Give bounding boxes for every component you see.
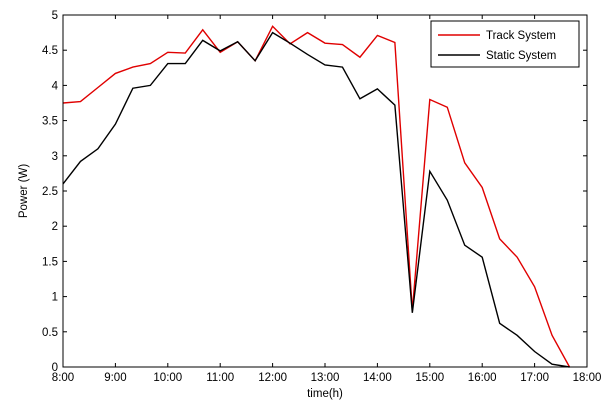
legend-box	[430, 20, 580, 68]
legend-label-static: Static System	[486, 50, 556, 62]
y-tick-label: 3	[52, 151, 58, 163]
y-tick-label: 3.5	[42, 116, 58, 128]
x-tick-label: 11:00	[206, 372, 234, 384]
series-line-static-system	[62, 31, 570, 368]
y-tick-label: 4	[52, 80, 59, 92]
y-tick-label: 1	[52, 292, 58, 304]
x-tick-label: 18:00	[573, 372, 602, 384]
x-tick-label: 9:00	[104, 372, 126, 384]
y-axis-label: Power (W)	[18, 164, 30, 218]
x-tick-label: 12:00	[258, 372, 287, 384]
series-layer	[62, 25, 571, 368]
x-tick-label: 17:00	[520, 372, 549, 384]
x-axis-label: time(h)	[307, 388, 343, 400]
plot-area	[63, 15, 587, 367]
ticks-layer: 8:00 9:00 10:00 11:00 12:00 13:00 14:00 15:00 16…	[42, 10, 601, 384]
legend: Track System Static System	[430, 20, 580, 68]
x-tick-label: 16:00	[468, 372, 497, 384]
y-tick-label: 2.5	[42, 186, 58, 198]
legend-label-track: Track System	[486, 30, 556, 42]
x-tick-label: 13:00	[311, 372, 340, 384]
x-tick-label: 8:00	[52, 372, 74, 384]
x-tick-label: 14:00	[363, 372, 392, 384]
y-tick-label: 2	[52, 221, 58, 233]
y-tick-label: 4.5	[42, 45, 58, 57]
y-tick-label: 1.5	[42, 256, 58, 268]
y-tick-label: 0.5	[42, 327, 58, 339]
y-tick-label: 5	[52, 10, 58, 22]
x-tick-label: 15:00	[415, 372, 444, 384]
x-tick-label: 10:00	[153, 372, 182, 384]
series-line-track-system	[62, 25, 571, 368]
y-tick-label: 0	[52, 362, 58, 374]
